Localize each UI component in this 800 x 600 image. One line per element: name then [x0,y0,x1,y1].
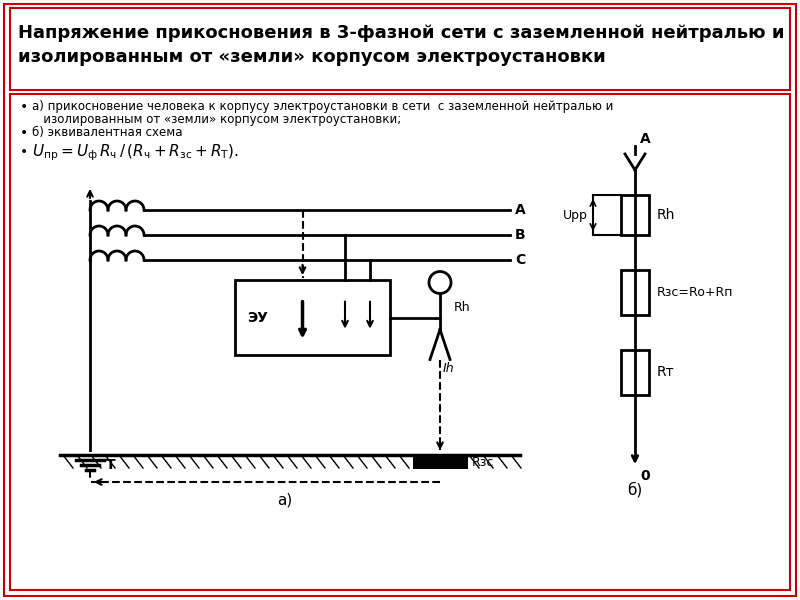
Text: A: A [515,203,526,217]
Text: C: C [515,253,526,267]
Text: •: • [20,145,28,159]
Text: а): а) [278,493,293,508]
Text: ЭУ: ЭУ [247,311,268,325]
Text: Rзс: Rзс [472,455,494,469]
Text: Upр: Upр [563,208,588,221]
FancyBboxPatch shape [10,8,790,90]
Text: изолированным от «земли» корпусом электроустановки;: изолированным от «земли» корпусом электр… [32,113,402,126]
Text: Rт: Rт [657,365,674,379]
FancyBboxPatch shape [4,4,796,596]
FancyBboxPatch shape [235,280,390,355]
Text: Т: Т [106,458,116,472]
FancyBboxPatch shape [621,195,649,235]
Text: изолированным от «земли» корпусом электроустановки: изолированным от «земли» корпусом электр… [18,48,606,66]
Text: •: • [20,126,28,140]
Text: Rh: Rh [454,301,470,314]
FancyBboxPatch shape [621,350,649,395]
Text: Ih: Ih [443,361,454,374]
Text: б) эквивалентная схема: б) эквивалентная схема [32,126,182,139]
FancyBboxPatch shape [10,94,790,590]
Text: •: • [20,100,28,114]
Text: Rh: Rh [657,208,675,222]
Text: 0: 0 [640,469,650,483]
Text: Rзс=Ro+Rп: Rзс=Ro+Rп [657,286,734,299]
Text: A: A [640,132,650,146]
Text: $U_{\mathregular{пр}} = U_{\mathregular{ф}}\,R_{\mathregular{ч}}\,/\,(R_{\mathre: $U_{\mathregular{пр}} = U_{\mathregular{… [32,142,239,163]
Text: а) прикосновение человека к корпусу электроустановки в сети  с заземленной нейтр: а) прикосновение человека к корпусу элек… [32,100,614,113]
FancyBboxPatch shape [621,270,649,315]
Text: Напряжение прикосновения в 3-фазной сети с заземленной нейтралью и: Напряжение прикосновения в 3-фазной сети… [18,24,785,42]
Text: б): б) [627,482,642,498]
FancyBboxPatch shape [413,455,468,469]
Text: B: B [515,228,526,242]
